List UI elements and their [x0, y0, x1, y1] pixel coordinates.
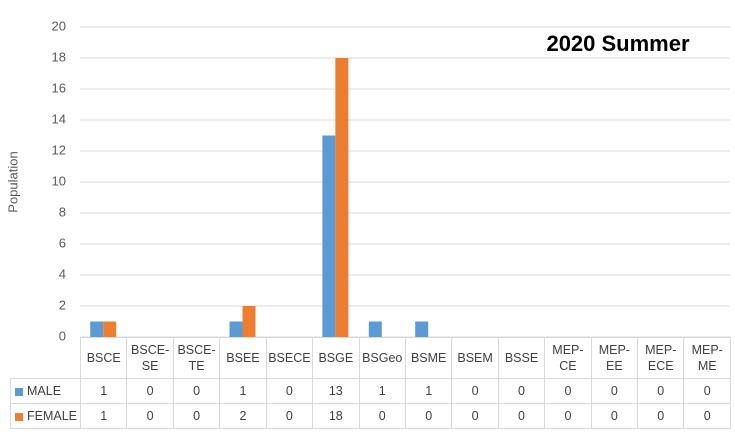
x-tick-label: BSCE-TE	[172, 337, 221, 379]
table-row: FEMALE 1 0 0 2 0 18 0 0 0 0 0 0 0 0	[10, 403, 731, 429]
table-value: 0	[126, 378, 174, 404]
table-value: 0	[637, 378, 685, 404]
table-value: 0	[590, 403, 639, 429]
bar	[242, 306, 256, 337]
y-tick-label: 8	[59, 204, 66, 219]
y-tick-label: 16	[52, 80, 66, 95]
y-axis-label: Population	[5, 151, 20, 212]
corner	[10, 337, 81, 379]
x-tick-label: BSECE	[265, 337, 314, 379]
table-value: 1	[404, 378, 453, 404]
y-tick-label: 2	[59, 297, 66, 312]
table-value: 13	[312, 378, 360, 404]
legend-entry: MALE	[10, 378, 81, 404]
table-value: 2	[219, 403, 267, 429]
chart-title: 2020 Summer	[546, 31, 690, 56]
table-header: BSCE BSCE-SE BSCE-TE BSEE BSECE BSGE BSGeo BSME…	[10, 337, 731, 379]
y-tick-label: 12	[52, 142, 66, 157]
x-tick-label: BSGeo	[358, 337, 406, 379]
legend-label: MALE	[27, 384, 62, 398]
x-tick-label: MEP-ECE	[637, 337, 685, 379]
table-value: 0	[172, 403, 221, 429]
y-tick-label: 6	[59, 235, 66, 250]
x-tick-label: MEP-ME	[683, 337, 731, 379]
bar	[90, 321, 104, 337]
table-value: 0	[683, 378, 731, 404]
table-value: 0	[126, 403, 174, 429]
bar	[103, 321, 117, 337]
y-tick-label: 20	[52, 18, 66, 33]
data-table: BSCE BSCE-SE BSCE-TE BSEE BSECE BSGE BSGeo BSME…	[10, 337, 731, 429]
table-value: 0	[358, 403, 406, 429]
x-tick-label: BSCE-SE	[126, 337, 174, 379]
bar	[229, 321, 243, 337]
bar	[415, 321, 429, 337]
table-value: 0	[451, 378, 499, 404]
table-value: 1	[79, 378, 128, 404]
bar	[322, 135, 336, 337]
table-value: 1	[358, 378, 406, 404]
x-tick-label: MEP-CE	[544, 337, 592, 379]
y-tick-label: 18	[52, 49, 66, 64]
y-tick-label: 10	[52, 173, 66, 188]
y-tick-label: 0	[59, 328, 66, 343]
x-tick-label: BSEM	[451, 337, 499, 379]
x-tick-label: BSEE	[219, 337, 267, 379]
legend-label: FEMALE	[27, 409, 78, 423]
legend-key	[15, 412, 23, 421]
table-row: MALE 1 0 0 1 0 13 1 1 0 0 0 0 0 0	[10, 378, 731, 404]
x-tick-label: BSCE	[79, 337, 128, 379]
table-value: 0	[637, 403, 685, 429]
legend-key	[15, 387, 23, 396]
bar	[335, 58, 349, 337]
x-tick-label: BSSE	[497, 337, 546, 379]
table-value: 1	[79, 403, 128, 429]
y-tick-label: 14	[52, 111, 66, 126]
x-tick-label: BSGE	[312, 337, 360, 379]
table-value: 0	[590, 378, 639, 404]
legend-entry: FEMALE	[10, 403, 81, 429]
table-value: 0	[683, 403, 731, 429]
table-value: 0	[544, 378, 592, 404]
table-value: 1	[219, 378, 267, 404]
x-tick-label: MEP-EE	[590, 337, 639, 379]
table-value: 0	[497, 403, 546, 429]
y-tick-label: 4	[59, 266, 66, 281]
x-tick-label: BSME	[404, 337, 453, 379]
table-value: 0	[404, 403, 453, 429]
table-value: 0	[172, 378, 221, 404]
bar	[368, 321, 382, 337]
table-value: 0	[544, 403, 592, 429]
table-value: 18	[312, 403, 360, 429]
table-value: 0	[265, 378, 314, 404]
table-value: 0	[265, 403, 314, 429]
table-value: 0	[451, 403, 499, 429]
table-value: 0	[497, 378, 546, 404]
